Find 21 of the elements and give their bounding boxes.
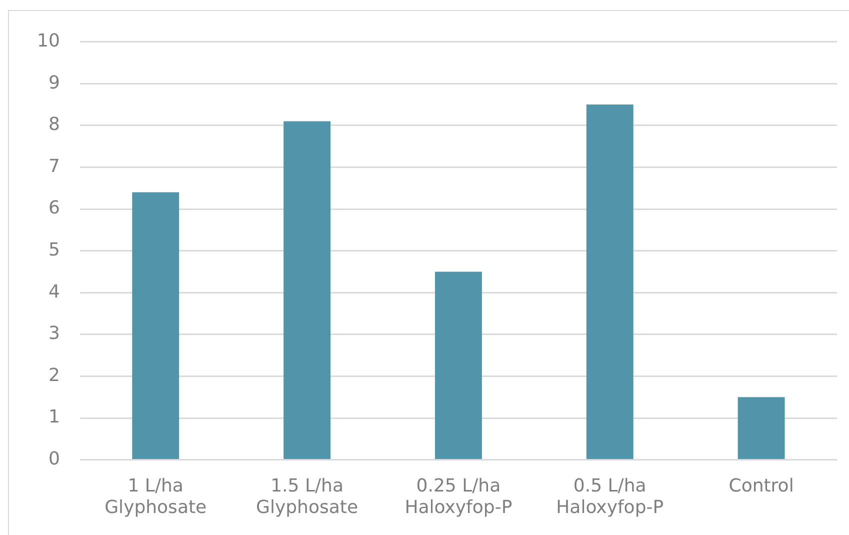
y-tick-label: 3 [48,323,60,344]
y-tick-label: 7 [48,156,60,177]
y-tick-label: 10 [37,30,60,52]
y-tick-label: 9 [48,72,60,94]
bar [586,104,634,460]
bar [738,397,785,460]
y-tick-label: 8 [48,114,60,136]
x-tick-label: 1 L/ha Glyphosate [104,475,207,518]
y-tick-label: 5 [48,239,60,260]
x-tick-label: 0.25 L/ha Haloxyfop-P [404,475,512,518]
y-tick-label: 4 [48,281,60,302]
x-tick-label: 0.5 L/ha Haloxyfop-P [556,475,664,518]
x-tick-label: 1.5 L/ha Glyphosate [256,475,358,518]
x-tick-label: Control [728,475,794,496]
y-tick-label: 2 [48,364,60,386]
bar [434,272,482,460]
y-tick-label: 0 [48,448,60,470]
y-tick-label: 1 [48,406,60,428]
bar [284,121,331,460]
y-tick-label: 6 [48,198,60,219]
bar [132,192,180,460]
